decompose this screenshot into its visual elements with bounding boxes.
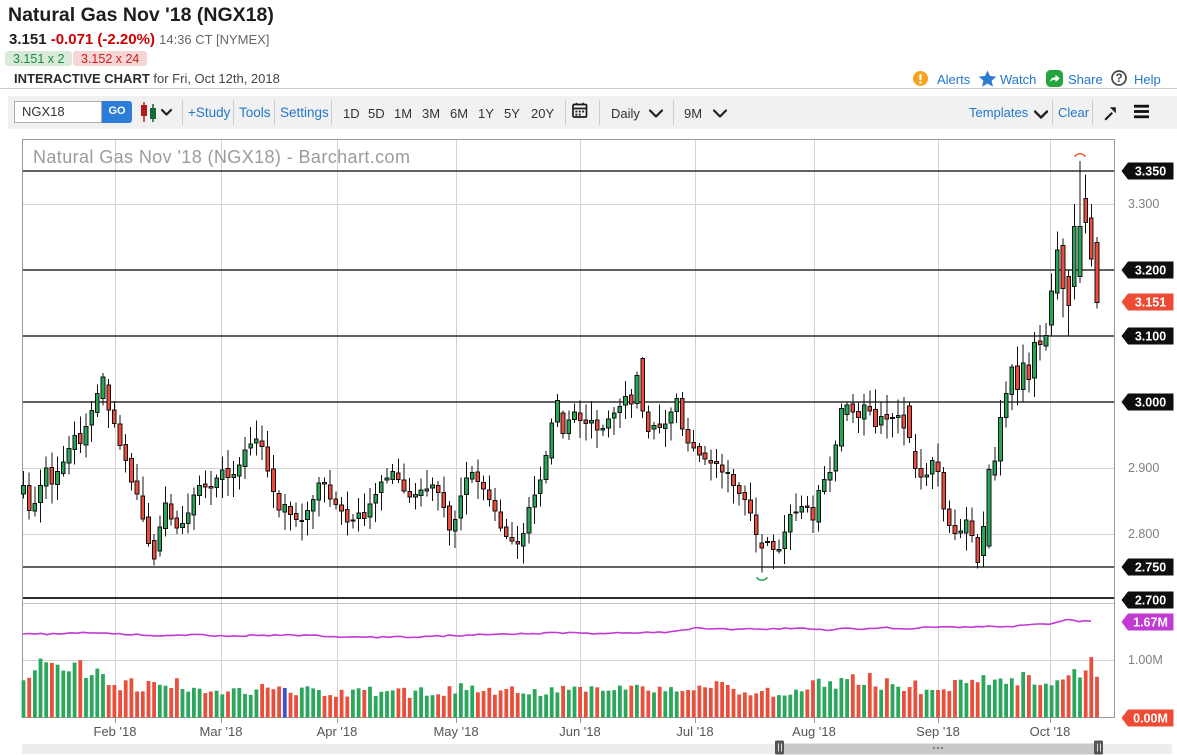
svg-text:Jul '18: Jul '18 bbox=[676, 724, 713, 739]
svg-text:Natural Gas Nov '18 (NGX18) -: Natural Gas Nov '18 (NGX18) - Barchart.c… bbox=[33, 147, 410, 167]
svg-text:2.800: 2.800 bbox=[1128, 527, 1159, 541]
svg-text:0.00M: 0.00M bbox=[1133, 712, 1168, 726]
svg-text:3.300: 3.300 bbox=[1128, 197, 1159, 211]
svg-text:3.151: 3.151 bbox=[1135, 296, 1166, 310]
svg-text:2.900: 2.900 bbox=[1128, 461, 1159, 475]
svg-text:3.200: 3.200 bbox=[1135, 264, 1166, 278]
svg-text:2.750: 2.750 bbox=[1135, 561, 1166, 575]
svg-text:Mar '18: Mar '18 bbox=[200, 724, 243, 739]
svg-text:3.000: 3.000 bbox=[1135, 396, 1166, 410]
svg-text:Aug '18: Aug '18 bbox=[792, 724, 836, 739]
svg-text:2.700: 2.700 bbox=[1135, 594, 1166, 608]
svg-text:1.67M: 1.67M bbox=[1133, 616, 1168, 630]
svg-text:3.100: 3.100 bbox=[1135, 330, 1166, 344]
svg-text:1.00M: 1.00M bbox=[1128, 653, 1163, 667]
svg-text:Jun '18: Jun '18 bbox=[559, 724, 601, 739]
svg-text:Apr '18: Apr '18 bbox=[317, 724, 358, 739]
svg-text:?: ? bbox=[1115, 73, 1122, 85]
svg-text:Sep '18: Sep '18 bbox=[916, 724, 960, 739]
svg-text:3.350: 3.350 bbox=[1135, 165, 1166, 179]
svg-text:Feb '18: Feb '18 bbox=[94, 724, 137, 739]
svg-text:May '18: May '18 bbox=[433, 724, 478, 739]
svg-text:Oct '18: Oct '18 bbox=[1030, 724, 1071, 739]
